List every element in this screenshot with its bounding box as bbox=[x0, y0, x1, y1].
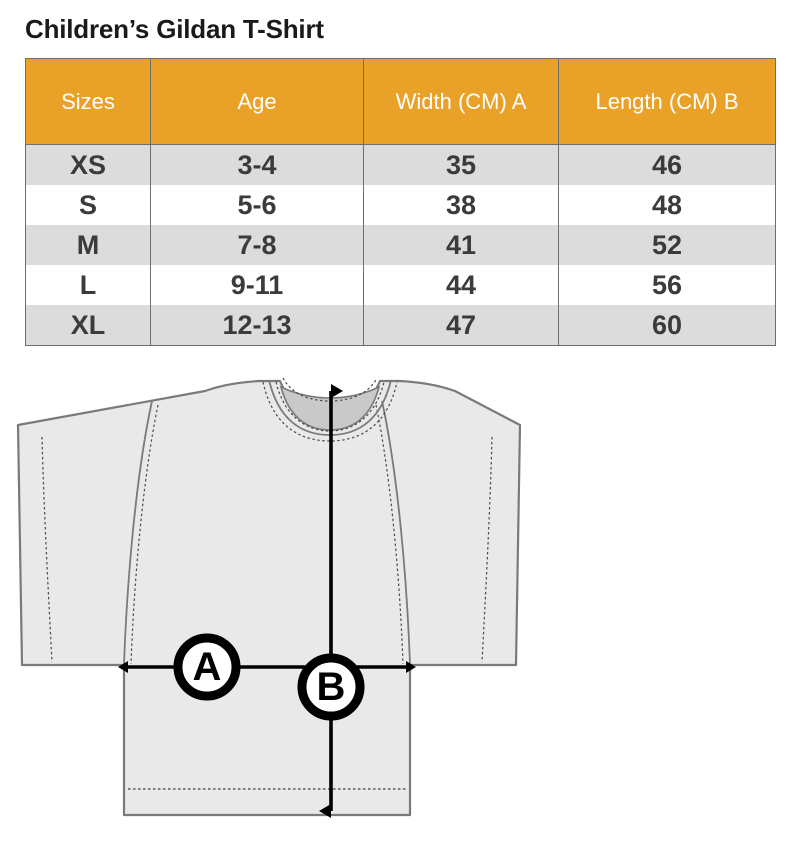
table-row: XL 12-13 47 60 bbox=[25, 305, 776, 346]
cell-width: 35 bbox=[363, 144, 559, 185]
cell-size: M bbox=[25, 225, 151, 265]
cell-age: 9-11 bbox=[150, 265, 364, 305]
sleeve-hem-stitch-right bbox=[481, 436, 493, 663]
table-row: XS 3-4 35 46 bbox=[25, 144, 776, 185]
length-marker-badge: B bbox=[297, 653, 365, 721]
cell-age: 7-8 bbox=[150, 225, 364, 265]
collar-stitch-outer bbox=[262, 381, 398, 442]
column-header-age: Age bbox=[150, 58, 364, 145]
cell-size: XL bbox=[25, 305, 151, 346]
cell-width: 38 bbox=[363, 185, 559, 225]
cell-size: L bbox=[25, 265, 151, 305]
size-chart-table-container: Sizes Age Width (CM) A Length (CM) B XS … bbox=[25, 58, 776, 346]
cell-age: 5-6 bbox=[150, 185, 364, 225]
tshirt-measurement-diagram: A B bbox=[0, 365, 800, 857]
width-marker-label: A bbox=[193, 645, 222, 689]
armhole-stitch-left bbox=[130, 404, 159, 665]
cell-age: 3-4 bbox=[150, 144, 364, 185]
width-marker-badge: A bbox=[173, 633, 241, 701]
cell-length: 60 bbox=[558, 305, 776, 346]
tshirt-outline-shape bbox=[16, 379, 522, 817]
armhole-seam-left bbox=[123, 400, 153, 666]
cell-age: 12-13 bbox=[150, 305, 364, 346]
collar-stitch-inner bbox=[275, 381, 385, 432]
column-header-width: Width (CM) A bbox=[363, 58, 559, 145]
cell-width: 47 bbox=[363, 305, 559, 346]
table-row: S 5-6 38 48 bbox=[25, 185, 776, 225]
size-chart-table: Sizes Age Width (CM) A Length (CM) B XS … bbox=[25, 58, 776, 346]
column-header-length: Length (CM) B bbox=[558, 58, 776, 145]
cell-size: XS bbox=[25, 144, 151, 185]
cell-width: 44 bbox=[363, 265, 559, 305]
length-marker-label: B bbox=[317, 665, 346, 709]
cell-length: 52 bbox=[558, 225, 776, 265]
page-title: Children’s Gildan T-Shirt bbox=[25, 14, 324, 44]
armhole-seam-right bbox=[381, 400, 411, 666]
armhole-stitch-right bbox=[375, 404, 404, 665]
cell-size: S bbox=[25, 185, 151, 225]
cell-length: 46 bbox=[558, 144, 776, 185]
sleeve-hem-stitch-left bbox=[41, 436, 53, 663]
cell-length: 56 bbox=[558, 265, 776, 305]
cell-width: 41 bbox=[363, 225, 559, 265]
collar-stitch-top bbox=[282, 377, 378, 402]
table-row: M 7-8 41 52 bbox=[25, 225, 776, 265]
column-header-sizes: Sizes bbox=[25, 58, 151, 145]
table-header-row: Sizes Age Width (CM) A Length (CM) B bbox=[25, 58, 776, 145]
table-row: L 9-11 44 56 bbox=[25, 265, 776, 305]
cell-length: 48 bbox=[558, 185, 776, 225]
